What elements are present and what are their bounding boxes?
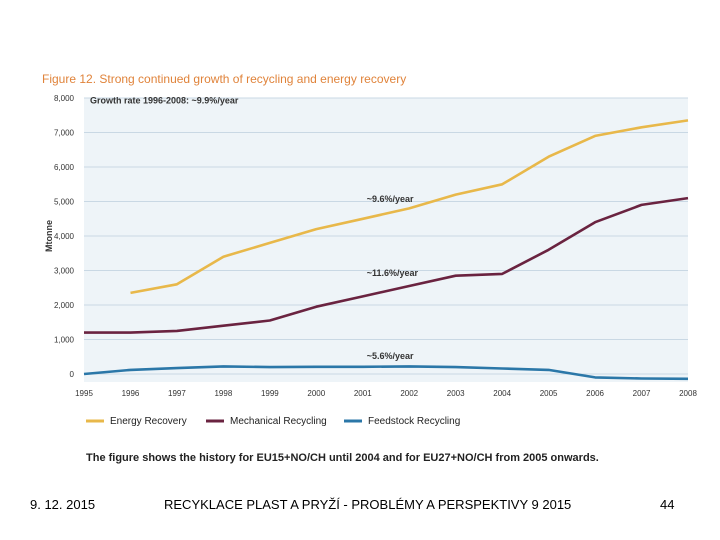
x-tick-label: 1998	[214, 389, 232, 398]
y-tick-label: 3,000	[54, 267, 75, 276]
figure-caption: The figure shows the history for EU15+NO…	[86, 452, 599, 464]
legend-label: Feedstock Recycling	[368, 416, 460, 427]
x-tick-label: 2002	[400, 389, 418, 398]
x-tick-label: 2004	[493, 389, 511, 398]
y-tick-label: 6,000	[54, 163, 75, 172]
footer-page-number: 44	[660, 497, 675, 512]
footer-date: 9. 12. 2015	[30, 497, 96, 512]
annotation: Growth rate 1996-2008: ~9.9%/year	[90, 96, 239, 106]
legend-label: Energy Recovery	[110, 416, 187, 427]
figure: Figure 12. Strong continued growth of re…	[38, 66, 698, 472]
series-line-energy-recovery	[130, 119, 689, 295]
y-tick-label: 1,000	[54, 336, 75, 345]
plot-area	[84, 98, 688, 382]
y-axis-label: Mtonne	[44, 220, 54, 252]
y-tick-label: 8,000	[54, 94, 75, 103]
series-line-mechanical-recycling	[84, 196, 689, 334]
y-tick-label: 7,000	[54, 129, 75, 138]
x-tick-label: 1995	[75, 389, 93, 398]
line-chart: 0 1,000 2,000 3,000 4,000 5,000 6,000 7,000 8,00…	[44, 94, 697, 427]
legend-label: Mechanical Recycling	[230, 416, 327, 427]
figure-title: Figure 12. Strong continued growth of re…	[42, 72, 407, 86]
x-tick-label: 1999	[261, 389, 279, 398]
x-tick-label: 2003	[447, 389, 465, 398]
x-tick-label: 1997	[168, 389, 186, 398]
footer-title: RECYKLACE PLAST A PRYŽÍ - PROBLÉMY A PER…	[164, 497, 572, 512]
annotation: ~5.6%/year	[367, 351, 414, 361]
y-tick-label: 4,000	[54, 232, 75, 241]
x-tick-label: 2000	[307, 389, 325, 398]
annotation: ~9.6%/year	[367, 194, 414, 204]
y-tick-label: 2,000	[54, 301, 75, 310]
x-tick-label: 2001	[354, 389, 372, 398]
x-tick-label: 2006	[586, 389, 604, 398]
x-tick-label: 2008	[679, 389, 697, 398]
y-tick-label: 0	[70, 370, 75, 379]
y-tick-label: 5,000	[54, 198, 75, 207]
x-tick-label: 1996	[122, 389, 140, 398]
x-tick-label: 2005	[540, 389, 558, 398]
x-tick-label: 2007	[633, 389, 651, 398]
annotation: ~11.6%/year	[367, 268, 419, 278]
series-line-feedstock-recycling	[83, 365, 689, 381]
